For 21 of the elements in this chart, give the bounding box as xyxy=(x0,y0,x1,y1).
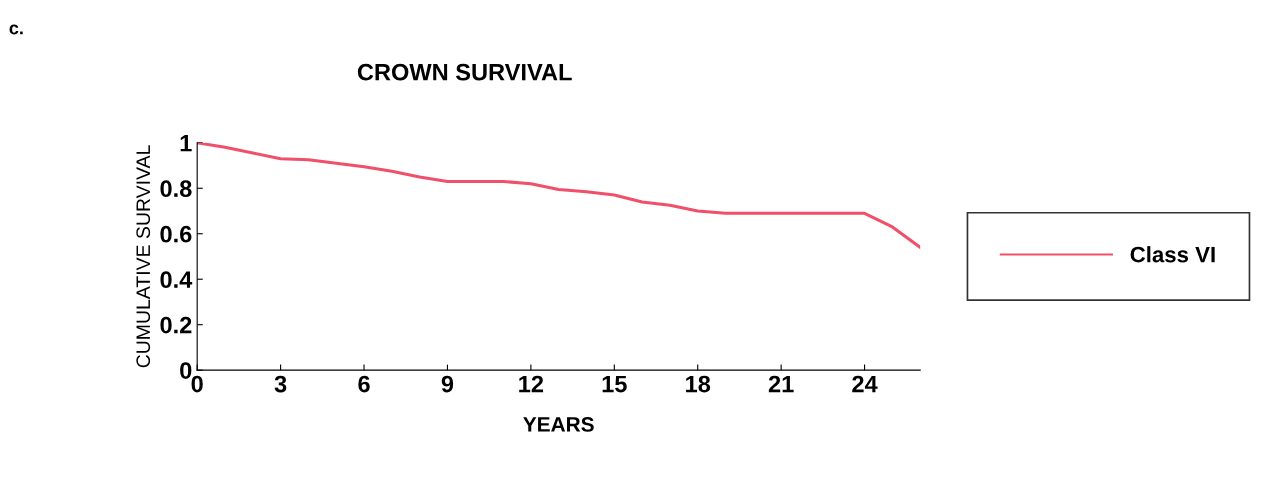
x-tick-label: 3 xyxy=(274,375,287,393)
y-tick-label: 0.8 xyxy=(160,180,192,198)
line-series xyxy=(197,142,921,249)
x-tick-label: 21 xyxy=(768,375,794,393)
x-tick-label: 24 xyxy=(852,375,878,393)
text: c. xyxy=(9,24,23,35)
y-tick-label: 1 xyxy=(180,135,192,152)
y-tick-label: 0.4 xyxy=(160,271,193,289)
text: Class VI xyxy=(1130,246,1215,263)
y-axis-title: CUMULATIVE SURVIVAL xyxy=(136,145,151,368)
x-tick-label: 0 xyxy=(191,375,203,393)
x-tick-label: 15 xyxy=(602,375,627,393)
y-tick-label: 0.6 xyxy=(160,225,192,243)
chart-title: CROWN SURVIVAL xyxy=(357,63,572,81)
x-tick-label: 18 xyxy=(686,375,711,393)
x-axis-title: YEARS xyxy=(523,417,594,432)
y-tick-label: 0 xyxy=(180,362,192,379)
y-tick-label: 0.2 xyxy=(160,316,192,334)
x-tick-label: 9 xyxy=(441,375,454,393)
x-tick-label: 12 xyxy=(519,375,544,393)
x-tick-label: 6 xyxy=(358,375,370,393)
